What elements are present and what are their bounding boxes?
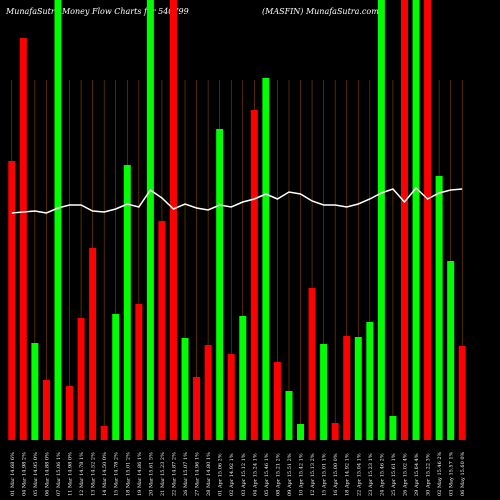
bar bbox=[158, 221, 166, 440]
bar bbox=[308, 288, 316, 440]
x-tick-label: 19 Mar 14.86 1% bbox=[137, 452, 143, 496]
x-tick-label: 03 Apr 15.12 1% bbox=[241, 453, 247, 496]
x-tick-label: 21 Mar 15.23 2% bbox=[160, 452, 166, 496]
bar bbox=[19, 38, 27, 440]
x-tick-label: 27 Mar 14.96 1% bbox=[195, 452, 201, 496]
bar bbox=[447, 261, 455, 440]
x-tick-label: 05 Mar 14.95 0% bbox=[33, 452, 39, 496]
bar bbox=[389, 416, 397, 440]
x-tick-label: 15 Mar 14.78 2% bbox=[114, 452, 120, 496]
x-tick-label: 23 Apr 15.23 1% bbox=[368, 453, 374, 496]
x-tick-label: 26 Mar 15.07 1% bbox=[183, 452, 189, 496]
bar bbox=[112, 314, 120, 440]
bar bbox=[297, 424, 305, 440]
bar bbox=[239, 316, 247, 440]
x-tick-label: 02 Apr 14.92 1% bbox=[229, 453, 235, 496]
x-tick-label: 08 Apr 15.21 2% bbox=[275, 453, 281, 496]
bar bbox=[285, 391, 293, 440]
x-tick-label: 22 Mar 14.87 2% bbox=[171, 452, 177, 496]
x-tick-label: 16 Apr 15.00 0% bbox=[333, 453, 339, 496]
bar bbox=[424, 0, 432, 440]
x-tick-label: 04 Apr 15.24 1% bbox=[252, 453, 258, 496]
bar bbox=[250, 110, 258, 440]
x-tick-label: 30 Apr 15.22 3% bbox=[426, 453, 432, 496]
bar bbox=[435, 176, 443, 440]
bar bbox=[169, 0, 177, 440]
x-tick-label: 25 Apr 15.61 1% bbox=[391, 453, 397, 496]
bar bbox=[89, 248, 97, 440]
bar bbox=[400, 0, 408, 440]
bar bbox=[8, 161, 16, 440]
x-tick-label: 09 Apr 15.51 2% bbox=[287, 453, 293, 496]
x-tick-label: 14 Mar 14.50 0% bbox=[102, 452, 108, 496]
x-tick-label: 12 Apr 15.13 2% bbox=[310, 453, 316, 496]
bar bbox=[123, 165, 131, 440]
x-tick-label: 07 Mar 15.06 1% bbox=[56, 452, 62, 496]
bar bbox=[366, 322, 374, 440]
x-tick-label: 02 May 15.46 2% bbox=[437, 451, 443, 496]
x-tick-label: 18 Mar 15.01 2% bbox=[125, 452, 131, 496]
flow-line bbox=[11, 186, 463, 214]
bar bbox=[216, 129, 224, 440]
bar bbox=[320, 344, 328, 440]
x-tick-label: 29 Apr 15.64 4% bbox=[414, 453, 420, 496]
x-tick-label: 10 Apr 15.42 1% bbox=[299, 453, 305, 496]
bar bbox=[31, 343, 39, 440]
chart-subtitle: (MASFIN) MunafaSutra.com bbox=[262, 7, 379, 16]
x-tick-label: 04 Mar 14.98 2% bbox=[21, 452, 27, 496]
bar bbox=[181, 338, 189, 440]
bar bbox=[262, 78, 270, 440]
bar bbox=[135, 304, 143, 440]
bar bbox=[354, 337, 362, 440]
bar bbox=[377, 0, 385, 440]
bar bbox=[146, 0, 154, 440]
x-tick-label: 05 Apr 15.46 1% bbox=[264, 453, 270, 496]
bar bbox=[204, 345, 212, 440]
bar bbox=[193, 377, 201, 440]
x-tick-label: 01 Apr 15.06 2% bbox=[218, 453, 224, 496]
bar bbox=[66, 386, 74, 440]
x-tick-label: 06 Mar 14.88 0% bbox=[44, 452, 50, 496]
x-tick-label: 18 Apr 14.92 1% bbox=[345, 453, 351, 496]
x-tick-label: 22 Apr 15.04 1% bbox=[356, 453, 362, 496]
bar bbox=[458, 346, 466, 440]
bar bbox=[42, 380, 50, 440]
x-tick-label: 24 Apr 15.46 2% bbox=[379, 453, 385, 496]
labels: 01 Mar 14.68 6% 04 Mar 14.98 2% 05 Mar 14.… bbox=[10, 451, 466, 496]
bar bbox=[54, 0, 62, 440]
line-layer bbox=[11, 186, 463, 214]
bar bbox=[412, 0, 420, 440]
x-tick-label: 13 Mar 14.52 2% bbox=[91, 452, 97, 496]
x-tick-label: 06 May 15.60 0% bbox=[460, 451, 466, 496]
bar bbox=[343, 336, 351, 440]
x-tick-label: 26 Apr 15.02 4% bbox=[402, 453, 408, 496]
bars bbox=[8, 0, 466, 440]
x-tick-label: 15 Apr 15.01 1% bbox=[322, 453, 328, 496]
x-tick-label: 01 Mar 14.68 6% bbox=[10, 452, 16, 496]
chart-title: MunafaSutra Money Flow Charts for 540799 bbox=[5, 7, 189, 16]
x-tick-label: 28 Mar 14.80 1% bbox=[206, 452, 212, 496]
bar bbox=[273, 362, 281, 440]
bar bbox=[331, 423, 339, 440]
bar bbox=[227, 354, 235, 440]
x-tick-label: 11 Mar 14.98 0% bbox=[68, 452, 74, 496]
x-tick-label: 12 Mar 14.78 1% bbox=[79, 452, 85, 496]
bar bbox=[100, 426, 108, 440]
bar bbox=[77, 318, 85, 440]
x-tick-label: 20 Mar 15.61 5% bbox=[148, 452, 154, 496]
x-tick-label: 03 May 15.57 1% bbox=[449, 451, 455, 496]
